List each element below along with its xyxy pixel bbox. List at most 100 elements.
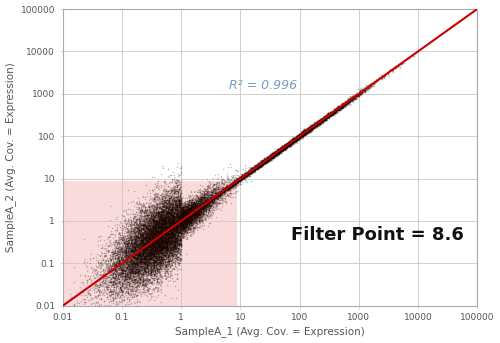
Point: [190, 209, 198, 215]
Point: [177, 227, 185, 232]
Point: [180, 209, 188, 215]
Point: [112, 277, 120, 283]
Point: [126, 265, 134, 270]
Point: [262, 156, 270, 161]
Point: [140, 224, 148, 230]
Point: [270, 154, 278, 159]
Point: [301, 128, 309, 133]
Point: [152, 259, 160, 265]
Point: [162, 221, 170, 226]
Point: [144, 241, 152, 247]
Point: [316, 120, 324, 126]
Point: [288, 137, 296, 142]
Point: [166, 248, 173, 254]
Point: [166, 249, 174, 254]
Point: [289, 137, 297, 142]
Point: [160, 193, 168, 199]
Point: [170, 224, 177, 229]
Point: [294, 134, 302, 140]
Point: [129, 283, 137, 289]
Point: [154, 252, 162, 257]
Point: [302, 129, 310, 134]
Point: [154, 276, 162, 282]
Point: [184, 204, 192, 209]
Point: [177, 207, 185, 212]
Point: [113, 248, 121, 253]
Point: [166, 210, 173, 215]
Point: [158, 205, 166, 211]
Point: [144, 236, 152, 241]
Point: [158, 250, 166, 256]
Point: [138, 218, 146, 224]
Point: [184, 213, 192, 218]
Point: [256, 162, 264, 167]
Point: [164, 214, 172, 220]
Point: [147, 218, 155, 223]
Point: [146, 226, 154, 232]
Point: [339, 104, 347, 109]
Point: [176, 210, 184, 215]
Point: [192, 215, 200, 221]
Point: [234, 178, 242, 183]
Point: [262, 159, 270, 165]
Point: [161, 233, 169, 238]
Point: [169, 214, 177, 220]
Point: [171, 243, 179, 248]
Point: [165, 218, 173, 224]
Point: [152, 226, 160, 231]
Point: [337, 106, 345, 112]
Point: [214, 195, 222, 201]
Point: [163, 233, 171, 238]
Point: [155, 223, 163, 228]
Point: [185, 221, 193, 227]
Point: [259, 161, 267, 166]
Point: [156, 235, 164, 241]
Point: [322, 114, 330, 119]
Point: [146, 236, 154, 241]
Point: [186, 208, 194, 213]
Point: [173, 242, 181, 247]
Point: [190, 210, 198, 215]
Point: [222, 177, 230, 182]
Point: [175, 258, 183, 263]
Point: [228, 183, 236, 188]
Point: [146, 237, 154, 242]
Point: [162, 217, 170, 223]
Point: [151, 262, 159, 268]
Point: [150, 251, 158, 257]
Point: [170, 235, 178, 240]
Point: [160, 216, 168, 222]
Point: [178, 223, 186, 228]
Point: [340, 98, 348, 104]
Point: [162, 243, 170, 249]
Point: [159, 221, 167, 227]
Point: [361, 88, 369, 94]
Point: [170, 215, 177, 220]
Point: [196, 189, 203, 194]
Point: [138, 234, 146, 239]
Point: [105, 260, 113, 265]
Point: [186, 210, 194, 216]
Point: [165, 241, 173, 246]
Point: [138, 260, 146, 265]
Point: [188, 213, 196, 219]
Point: [140, 221, 148, 226]
Point: [155, 195, 163, 201]
Point: [168, 223, 175, 228]
Point: [176, 230, 184, 236]
Point: [146, 214, 154, 220]
Point: [314, 120, 322, 126]
Point: [155, 233, 163, 238]
Point: [174, 214, 182, 220]
Point: [244, 169, 252, 175]
Point: [142, 241, 150, 247]
Point: [270, 152, 278, 157]
Point: [148, 228, 156, 234]
Point: [237, 177, 245, 183]
Point: [160, 185, 168, 191]
Point: [356, 89, 364, 94]
Point: [273, 152, 281, 157]
Point: [129, 255, 137, 261]
Point: [112, 293, 120, 299]
Point: [143, 265, 151, 270]
